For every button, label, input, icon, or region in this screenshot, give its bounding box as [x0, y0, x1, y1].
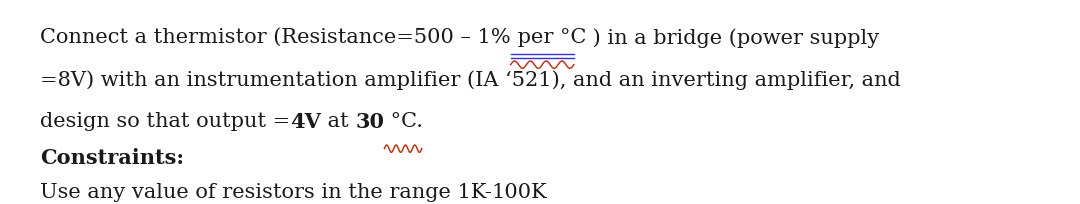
Text: Constraints:: Constraints:: [40, 147, 184, 167]
Text: at: at: [321, 111, 355, 130]
Text: °C.: °C.: [384, 111, 423, 130]
Text: design so that output =: design so that output =: [40, 111, 291, 130]
Text: °C: °C: [559, 28, 586, 47]
Text: Use any value of resistors in the range 1K-: Use any value of resistors in the range …: [40, 182, 491, 201]
Text: 30: 30: [355, 111, 384, 131]
Text: Connect a thermistor (Resistance=500 – 1%: Connect a thermistor (Resistance=500 – 1…: [40, 28, 511, 47]
Text: =8V) with an instrumentation amplifier (IA ‘521), and an inverting amplifier, an: =8V) with an instrumentation amplifier (…: [40, 70, 901, 89]
Text: per: per: [511, 28, 559, 47]
Text: ) in a bridge (power supply: ) in a bridge (power supply: [586, 28, 879, 48]
Text: 4V: 4V: [291, 111, 321, 131]
Text: 100K: 100K: [491, 182, 548, 201]
